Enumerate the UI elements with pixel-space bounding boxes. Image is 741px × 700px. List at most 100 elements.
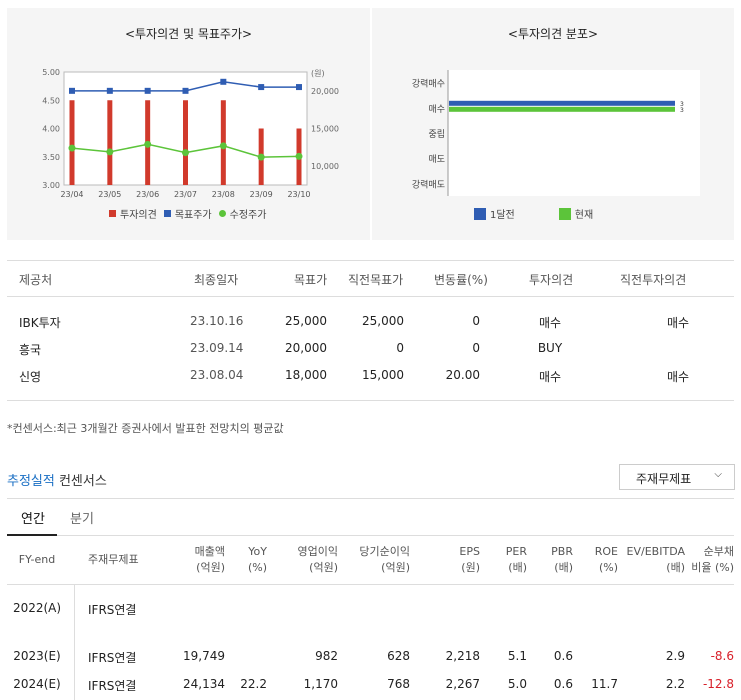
financial-cell: 2.2 bbox=[665, 677, 685, 691]
financial-header-cell: 주재무제표 bbox=[88, 552, 158, 568]
legend-label-current: 현재 bbox=[574, 210, 594, 221]
target-price-chart-title: <투자의견 및 목표주가> bbox=[124, 27, 253, 41]
opinion-cell: 매수 bbox=[538, 316, 562, 330]
financial-cell: IFRS연결 bbox=[88, 679, 137, 693]
y-right-tick-label: 15,000 bbox=[311, 125, 339, 134]
financial-cell: 982 bbox=[315, 649, 338, 663]
financial-header-cell: FY-end bbox=[7, 552, 67, 568]
financial-header-cell: 순부채 비율 (%) bbox=[688, 544, 734, 576]
opinion-cell: 25,000 bbox=[362, 314, 404, 328]
opinion-cell: 매수 bbox=[666, 316, 690, 330]
distribution-value-label: 3 bbox=[680, 101, 684, 108]
adjusted-price-point bbox=[144, 140, 152, 148]
opinion-bar bbox=[183, 100, 188, 185]
opinion-distribution-panel: <투자의견 분포> 강력매수 매수 3 3 중립 매도 강력매도 1달전 현재 bbox=[372, 8, 734, 240]
financial-header-cell: EV/EBITDA (배) bbox=[625, 544, 685, 576]
financial-header-line: 매출액 bbox=[194, 545, 225, 558]
financial-header-cell: EPS (원) bbox=[430, 544, 480, 576]
financial-header-line: (%) bbox=[247, 561, 267, 574]
opinion-cell: 20.00 bbox=[445, 368, 480, 382]
opinion-header-opinion: 투자의견 bbox=[529, 273, 574, 287]
opinion-cell: 신영 bbox=[19, 370, 42, 384]
x-tick-label: 23/07 bbox=[174, 190, 197, 199]
legend-swatch-current bbox=[558, 207, 571, 220]
financial-table-column-divider bbox=[74, 584, 75, 700]
financial-header-line: (억원) bbox=[381, 561, 410, 574]
legend-label-adjusted: 수정주가 bbox=[229, 210, 267, 221]
distribution-plot-area bbox=[448, 70, 700, 196]
y-left-tick-label: 4.00 bbox=[42, 125, 60, 134]
legend-label-month-ago: 1달전 bbox=[490, 210, 515, 221]
financial-cell: 24,134 bbox=[183, 677, 225, 691]
financial-header-line: PBR bbox=[551, 545, 573, 558]
opinion-cell: 0 bbox=[396, 341, 404, 355]
x-tick-label: 23/06 bbox=[136, 190, 159, 199]
statement-type-dropdown[interactable]: 주재무제표 ⌵ bbox=[619, 464, 735, 490]
tabs-border bbox=[7, 535, 734, 536]
tab-annual[interactable]: 연간 bbox=[21, 512, 45, 527]
adjusted-price-point bbox=[106, 148, 114, 156]
financial-cell: 0.6 bbox=[553, 649, 573, 663]
opinion-cell: 18,000 bbox=[285, 368, 327, 382]
opinion-cell: 매수 bbox=[666, 370, 690, 384]
financial-header-line: 비율 (%) bbox=[691, 561, 734, 574]
financial-cell: IFRS연결 bbox=[88, 603, 137, 617]
month-ago-bar bbox=[449, 100, 675, 106]
opinion-cell: 매수 bbox=[538, 370, 562, 384]
distribution-category-label: 매도 bbox=[428, 154, 445, 165]
opinion-bar bbox=[107, 100, 113, 185]
opinion-cell: 흥국 bbox=[19, 343, 42, 357]
financial-header-line: EPS bbox=[459, 545, 480, 558]
financial-cell: 768 bbox=[387, 677, 410, 691]
x-tick-label: 23/04 bbox=[60, 190, 83, 199]
financial-header-line: FY-end bbox=[18, 553, 56, 566]
financial-header-line: (억원) bbox=[309, 561, 338, 574]
opinion-cell: 15,000 bbox=[362, 368, 404, 382]
opinion-cell: 25,000 bbox=[285, 314, 327, 328]
financial-header-line: 영업이익 bbox=[297, 545, 338, 558]
opinion-distribution-legend: 1달전 현재 bbox=[474, 206, 593, 221]
financial-cell: 5.1 bbox=[507, 649, 527, 663]
opinion-cell: 23.08.04 bbox=[190, 368, 244, 382]
opinion-cell: 23.09.14 bbox=[190, 341, 244, 355]
financial-header-line: (배) bbox=[508, 561, 527, 574]
financial-header-cell: ROE (%) bbox=[585, 544, 618, 576]
y-right-tick-label: 20,000 bbox=[311, 87, 339, 96]
distribution-category-label: 매수 bbox=[428, 104, 445, 115]
financial-header-cell: 영업이익 (억원) bbox=[272, 544, 338, 576]
financial-cell: 628 bbox=[387, 649, 410, 663]
financial-cell: IFRS연결 bbox=[88, 651, 137, 665]
financial-header-line: YoY bbox=[248, 545, 267, 558]
tab-active-underline bbox=[7, 534, 57, 536]
financial-header-line: ROE bbox=[594, 545, 618, 558]
financial-cell: 0.6 bbox=[553, 677, 573, 691]
tab-quarterly[interactable]: 분기 bbox=[70, 512, 94, 527]
financial-table-header-border bbox=[7, 584, 734, 585]
adjusted-price-point bbox=[219, 142, 227, 150]
target-price-point bbox=[106, 87, 113, 94]
current-bar bbox=[449, 106, 675, 112]
financial-header-line: EV/EBITDA bbox=[626, 545, 685, 558]
target-price-chart: 5.00 4.50 4.00 3.50 3.00 20,000 15,000 10,000 (원… bbox=[42, 68, 339, 199]
distribution-value-label: 3 bbox=[680, 107, 684, 114]
target-price-chart-panel: <투자의견 및 목표주가> 5.00 4.50 4.00 3.50 3.00 20,000… bbox=[7, 8, 370, 240]
financial-header-line: (원) bbox=[461, 561, 480, 574]
opinion-cell: 0 bbox=[472, 341, 480, 355]
opinion-distribution-title: <투자의견 분포> bbox=[507, 27, 599, 41]
financial-cell: -12.8 bbox=[702, 677, 734, 691]
x-tick-label: 23/05 bbox=[98, 190, 121, 199]
target-price-point bbox=[144, 87, 151, 94]
target-price-point bbox=[258, 84, 265, 91]
financial-cell: 5.0 bbox=[507, 677, 527, 691]
opinion-header-target: 목표가 bbox=[294, 273, 328, 287]
y-right-tick-label: 10,000 bbox=[311, 162, 339, 171]
distribution-category-label: 강력매수 bbox=[412, 78, 445, 90]
target-price-point bbox=[296, 84, 302, 91]
financial-header-line: (억원) bbox=[196, 561, 225, 574]
financial-cell: 22.2 bbox=[240, 677, 267, 691]
financial-cell: 2022(A) bbox=[12, 601, 62, 615]
adjusted-price-point bbox=[295, 152, 303, 160]
opinion-header-provider: 제공처 bbox=[19, 273, 53, 287]
target-price-point bbox=[69, 87, 75, 94]
y-left-tick-label: 5.00 bbox=[42, 68, 60, 77]
